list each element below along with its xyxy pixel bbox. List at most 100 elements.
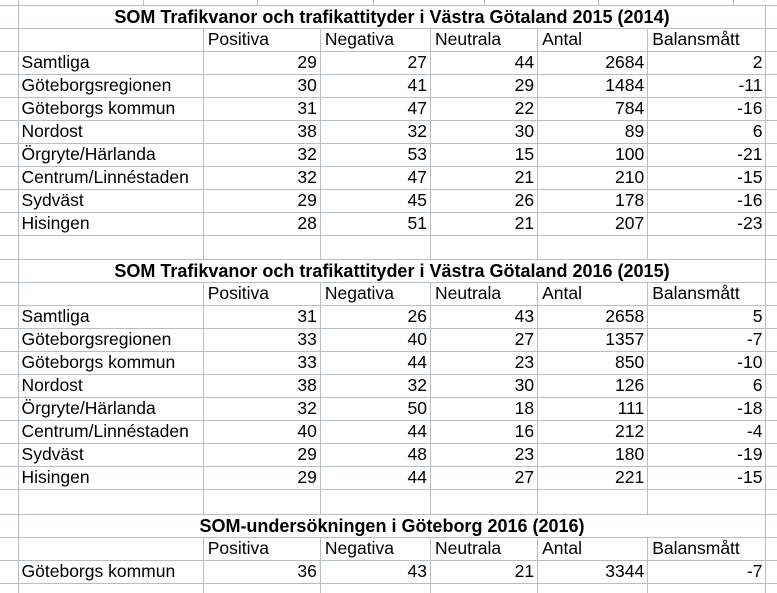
value-cell[interactable]: 21 xyxy=(429,166,539,190)
value-cell[interactable]: 26 xyxy=(429,189,539,213)
column-header-cell[interactable]: Negativa xyxy=(319,537,431,561)
value-cell[interactable]: -23 xyxy=(647,212,767,236)
column-header-cell[interactable]: Balansmått xyxy=(647,537,767,561)
value-cell[interactable]: 43 xyxy=(319,560,431,584)
value-cell[interactable]: 2 xyxy=(647,51,767,75)
column-header-cell[interactable]: Antal xyxy=(537,537,649,561)
row-label-cell[interactable]: Göteborgsregionen xyxy=(17,74,204,98)
row-label-cell[interactable]: Nordost xyxy=(17,120,204,144)
value-cell[interactable]: 45 xyxy=(319,189,431,213)
value-cell[interactable]: -11 xyxy=(647,74,767,98)
value-cell[interactable]: 22 xyxy=(429,97,539,121)
column-header-cell[interactable]: Neutrala xyxy=(429,282,539,306)
value-cell[interactable]: 32 xyxy=(202,166,321,190)
value-cell[interactable]: 6 xyxy=(647,120,767,144)
value-cell[interactable]: 21 xyxy=(429,560,539,584)
value-cell[interactable]: -15 xyxy=(647,466,767,490)
column-header-cell[interactable]: Negativa xyxy=(319,282,431,306)
value-cell[interactable]: 32 xyxy=(319,120,431,144)
value-cell[interactable]: 111 xyxy=(537,397,649,421)
value-cell[interactable]: 33 xyxy=(202,351,321,375)
value-cell[interactable]: 212 xyxy=(537,420,649,444)
value-cell[interactable]: 26 xyxy=(319,305,431,329)
value-cell[interactable]: 5 xyxy=(647,305,767,329)
value-cell[interactable]: 40 xyxy=(202,420,321,444)
row-label-cell[interactable]: Göteborgs kommun xyxy=(17,351,204,375)
value-cell[interactable]: 27 xyxy=(429,466,539,490)
value-cell[interactable]: 2658 xyxy=(537,305,649,329)
row-label-cell[interactable]: Sydväst xyxy=(17,443,204,467)
table-title[interactable]: SOM-undersökningen i Göteborg 2016 (2016… xyxy=(17,514,767,538)
column-header-cell[interactable]: Antal xyxy=(537,28,649,52)
row-label-cell[interactable]: Göteborgs kommun xyxy=(17,560,204,584)
value-cell[interactable]: 21 xyxy=(429,212,539,236)
row-label-cell[interactable]: Nordost xyxy=(17,374,204,398)
value-cell[interactable]: 29 xyxy=(202,189,321,213)
column-header-cell[interactable]: Negativa xyxy=(319,28,431,52)
value-cell[interactable]: 100 xyxy=(537,143,649,167)
value-cell[interactable]: 29 xyxy=(202,443,321,467)
column-header-cell[interactable]: Positiva xyxy=(202,282,321,306)
row-label-cell[interactable]: Sydväst xyxy=(17,189,204,213)
value-cell[interactable]: 36 xyxy=(202,560,321,584)
value-cell[interactable]: 40 xyxy=(319,328,431,352)
value-cell[interactable]: 47 xyxy=(319,166,431,190)
value-cell[interactable]: 30 xyxy=(429,374,539,398)
value-cell[interactable]: 30 xyxy=(202,74,321,98)
value-cell[interactable]: -18 xyxy=(647,397,767,421)
value-cell[interactable]: -10 xyxy=(647,351,767,375)
value-cell[interactable]: 33 xyxy=(202,328,321,352)
value-cell[interactable]: 31 xyxy=(202,97,321,121)
value-cell[interactable]: 48 xyxy=(319,443,431,467)
row-label-cell[interactable]: Göteborgsregionen xyxy=(17,328,204,352)
value-cell[interactable]: 29 xyxy=(202,466,321,490)
value-cell[interactable]: 89 xyxy=(537,120,649,144)
column-header-cell[interactable]: Balansmått xyxy=(647,282,767,306)
value-cell[interactable]: -7 xyxy=(647,560,767,584)
value-cell[interactable]: 29 xyxy=(429,74,539,98)
value-cell[interactable]: 784 xyxy=(537,97,649,121)
value-cell[interactable]: -7 xyxy=(647,328,767,352)
column-header-cell[interactable]: Positiva xyxy=(202,28,321,52)
row-label-cell[interactable]: Samtliga xyxy=(17,51,204,75)
value-cell[interactable]: 44 xyxy=(319,351,431,375)
value-cell[interactable]: 41 xyxy=(319,74,431,98)
value-cell[interactable]: 1357 xyxy=(537,328,649,352)
value-cell[interactable]: 23 xyxy=(429,351,539,375)
row-label-cell[interactable]: Örgryte/Härlanda xyxy=(17,143,204,167)
value-cell[interactable]: 38 xyxy=(202,120,321,144)
value-cell[interactable]: 50 xyxy=(319,397,431,421)
row-label-cell[interactable]: Hisingen xyxy=(17,212,204,236)
row-label-cell[interactable]: Centrum/Linnéstaden xyxy=(17,420,204,444)
value-cell[interactable]: -4 xyxy=(647,420,767,444)
value-cell[interactable]: 44 xyxy=(429,51,539,75)
value-cell[interactable]: 221 xyxy=(537,466,649,490)
value-cell[interactable]: 178 xyxy=(537,189,649,213)
value-cell[interactable]: 6 xyxy=(647,374,767,398)
value-cell[interactable]: 27 xyxy=(319,51,431,75)
value-cell[interactable]: 53 xyxy=(319,143,431,167)
value-cell[interactable]: 18 xyxy=(429,397,539,421)
table-title[interactable]: SOM Trafikvanor och trafikattityder i Vä… xyxy=(17,5,767,29)
value-cell[interactable]: 32 xyxy=(202,143,321,167)
value-cell[interactable]: 23 xyxy=(429,443,539,467)
value-cell[interactable]: 32 xyxy=(202,397,321,421)
value-cell[interactable]: -16 xyxy=(647,189,767,213)
value-cell[interactable]: 3344 xyxy=(537,560,649,584)
value-cell[interactable]: 31 xyxy=(202,305,321,329)
value-cell[interactable]: 180 xyxy=(537,443,649,467)
row-label-cell[interactable]: Hisingen xyxy=(17,466,204,490)
value-cell[interactable]: -16 xyxy=(647,97,767,121)
table-title[interactable]: SOM Trafikvanor och trafikattityder i Vä… xyxy=(17,259,767,283)
value-cell[interactable]: 126 xyxy=(537,374,649,398)
value-cell[interactable]: 44 xyxy=(319,466,431,490)
column-header-cell[interactable]: Balansmått xyxy=(647,28,767,52)
value-cell[interactable]: 2684 xyxy=(537,51,649,75)
value-cell[interactable]: 28 xyxy=(202,212,321,236)
value-cell[interactable]: 15 xyxy=(429,143,539,167)
column-header-cell[interactable]: Neutrala xyxy=(429,537,539,561)
value-cell[interactable]: 32 xyxy=(319,374,431,398)
row-label-cell[interactable]: Göteborgs kommun xyxy=(17,97,204,121)
value-cell[interactable]: 43 xyxy=(429,305,539,329)
column-header-cell[interactable]: Positiva xyxy=(202,537,321,561)
